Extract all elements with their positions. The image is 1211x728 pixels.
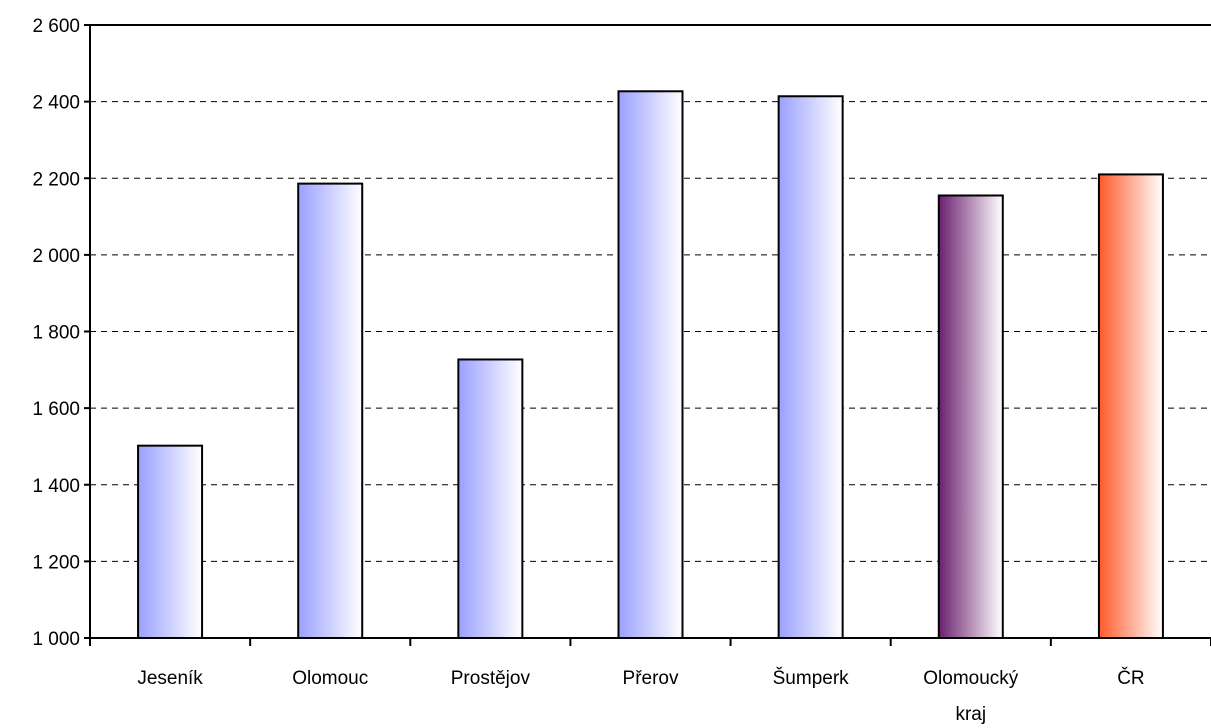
y-tick-label: 1 400 xyxy=(32,476,80,497)
bar xyxy=(137,444,204,640)
y-tick-label: 1 600 xyxy=(32,399,80,420)
x-category-label: Šumperk xyxy=(773,667,850,689)
y-tick-label: 1 800 xyxy=(32,323,80,344)
x-category-label: Olomouc xyxy=(292,668,368,689)
bar xyxy=(937,194,1004,639)
bar xyxy=(457,358,524,639)
x-category-label: ČR xyxy=(1117,667,1144,689)
y-tick-label: 1 200 xyxy=(32,552,80,573)
bar xyxy=(777,95,844,640)
y-tick-label: 2 200 xyxy=(32,169,80,190)
y-tick-label: 1 000 xyxy=(32,629,80,650)
bar xyxy=(1097,173,1164,639)
y-tick-label: 2 400 xyxy=(32,93,80,114)
y-tick-label: 2 600 xyxy=(32,16,80,37)
axes xyxy=(84,24,1211,646)
x-category-label: Prostějov xyxy=(451,668,531,689)
x-category-label: Jeseník xyxy=(137,668,203,689)
bars xyxy=(137,90,1164,640)
y-tick-label: 2 000 xyxy=(32,246,80,267)
bar xyxy=(617,90,684,639)
y-tick-labels: 1 000 1 200 1 400 1 600 1 800 2 000 2 200 2 400… xyxy=(32,16,80,650)
x-category-label: Olomoucký kraj xyxy=(923,668,1019,725)
x-category-label: Přerov xyxy=(623,668,679,689)
bar xyxy=(297,182,364,640)
x-category-labels: Jeseník Olomouc Prostějov Přerov Šumperk Olom… xyxy=(137,667,1144,725)
